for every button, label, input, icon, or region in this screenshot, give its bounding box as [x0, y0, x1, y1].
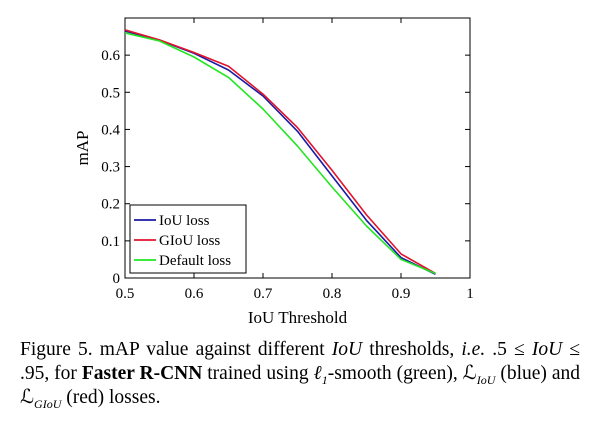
y-tick-label: 0.1: [101, 234, 120, 250]
y-tick-label: 0.2: [101, 197, 120, 213]
caption-subscript: 1: [321, 372, 328, 387]
caption-text: Figure 5. mAP value against different: [20, 339, 332, 360]
caption-math: IoU: [331, 339, 363, 360]
y-tick-label: 0.3: [101, 160, 120, 176]
y-tick-label: 0.5: [101, 85, 120, 101]
caption-math: ℓ: [313, 363, 322, 384]
legend-label: GIoU loss: [159, 233, 220, 249]
x-tick-label: 0.8: [323, 286, 342, 302]
y-tick-label: 0: [113, 271, 121, 287]
caption-subscript: IoU: [476, 372, 496, 387]
x-tick-label: 0.6: [185, 286, 204, 302]
caption-subscript: GIoU: [34, 396, 62, 411]
legend-label: Default loss: [159, 253, 231, 269]
caption-abbrev: i.e.: [461, 339, 486, 360]
legend-box: [129, 204, 247, 274]
x-axis-label: IoU Threshold: [248, 308, 348, 327]
axes-frame: [124, 17, 471, 279]
x-tick-label: 0.7: [254, 286, 273, 302]
y-axis-label: mAP: [73, 131, 92, 166]
figure-caption: Figure 5. mAP value against different Io…: [20, 338, 580, 410]
legend-label: IoU loss: [159, 213, 210, 229]
caption-math: ℒ: [462, 363, 477, 384]
series-line-2: [124, 29, 436, 275]
caption-text: trained using: [202, 363, 314, 384]
caption-math: ℒ: [20, 387, 35, 408]
y-tick-label: 0.4: [101, 122, 120, 138]
caption-text: ≤ .95, for: [20, 339, 580, 384]
y-tick-label: 0.6: [101, 48, 120, 64]
x-tick-label: 0.5: [116, 286, 135, 302]
x-tick-label: 1: [466, 286, 474, 302]
x-tick-label: 0.9: [392, 286, 411, 302]
caption-text: (red) losses.: [61, 387, 161, 408]
caption-text: (blue) and: [495, 363, 580, 384]
series-line-3: [124, 32, 436, 275]
caption-text: -smooth (green),: [327, 363, 463, 384]
caption-math: IoU: [531, 339, 563, 360]
caption-text: thresholds,: [362, 339, 462, 360]
caption-model-name: Faster R-CNN: [81, 363, 203, 384]
caption-text: .5 ≤: [485, 339, 532, 360]
